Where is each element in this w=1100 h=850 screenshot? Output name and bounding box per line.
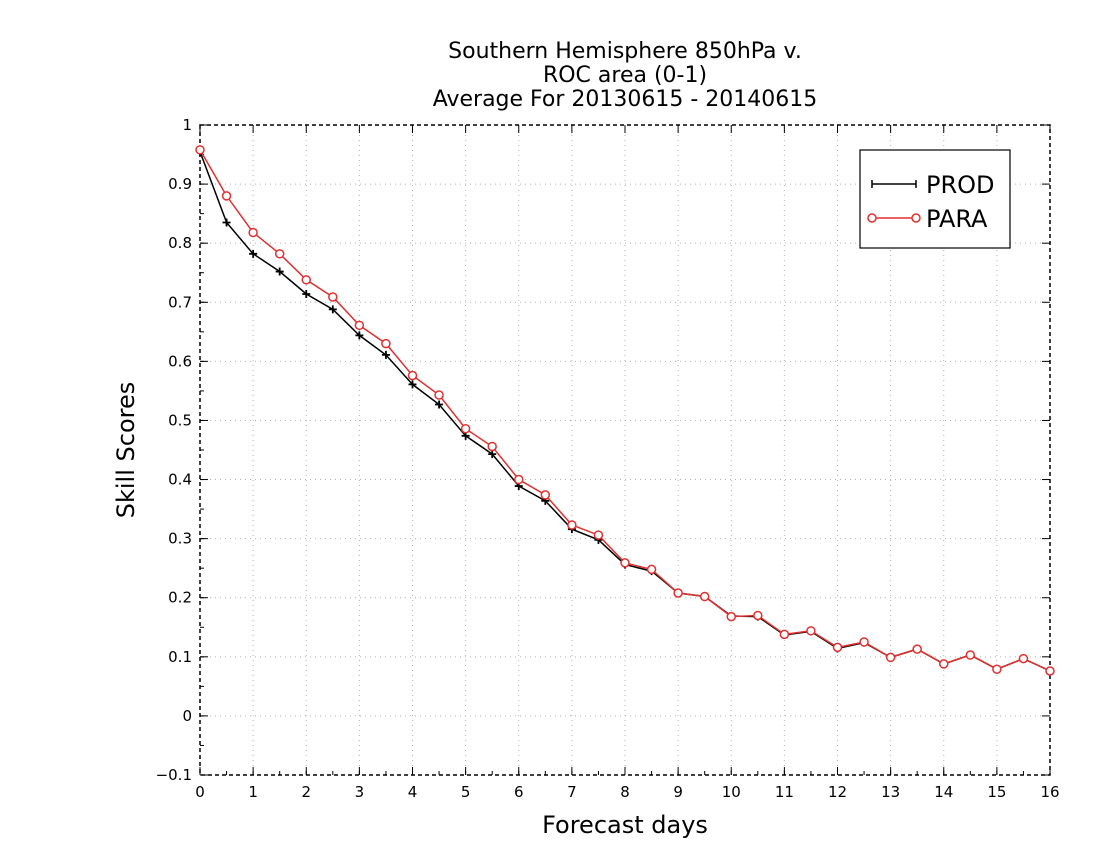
data-point-para bbox=[939, 659, 949, 669]
data-point-prod bbox=[275, 267, 284, 276]
y-tick-label: 0.6 bbox=[168, 352, 192, 370]
data-point-para bbox=[593, 530, 604, 540]
x-tick-label: 9 bbox=[673, 783, 683, 801]
data-point-prod bbox=[222, 218, 231, 227]
x-tick-label: 2 bbox=[301, 783, 311, 801]
data-point-prod bbox=[488, 450, 497, 459]
data-point-para bbox=[992, 664, 1002, 674]
data-point-prod bbox=[381, 350, 390, 359]
data-point-para bbox=[195, 145, 205, 155]
gridlines bbox=[200, 125, 1050, 775]
data-point-para bbox=[885, 652, 896, 663]
plot-frame bbox=[199, 124, 1051, 776]
data-point-para bbox=[779, 629, 790, 640]
data-point-prod bbox=[355, 331, 364, 340]
x-tick-label: 4 bbox=[408, 783, 418, 801]
x-tick-label: 10 bbox=[722, 783, 741, 801]
data-point-para bbox=[381, 338, 391, 349]
y-tick-label: 0.7 bbox=[168, 293, 192, 311]
x-tick-label: 7 bbox=[567, 783, 577, 801]
data-point-para bbox=[328, 292, 338, 302]
data-point-para bbox=[699, 591, 710, 602]
y-tick-label: −0.1 bbox=[156, 766, 192, 784]
data-point-para bbox=[620, 558, 630, 568]
data-point-prod bbox=[328, 305, 337, 314]
legend-box bbox=[859, 149, 1011, 249]
data-point-para bbox=[460, 423, 471, 434]
data-point-para bbox=[487, 441, 497, 452]
legend-marker-para-right bbox=[911, 213, 921, 223]
x-tick-label: 3 bbox=[355, 783, 365, 801]
legend-label-prod: PROD bbox=[926, 171, 995, 199]
data-point-para bbox=[407, 370, 418, 381]
data-point-para bbox=[248, 227, 258, 238]
data-point-prod bbox=[408, 380, 417, 389]
data-point-prod bbox=[249, 249, 258, 258]
legend-marker-para-left bbox=[867, 213, 877, 223]
y-tick-label: 0.8 bbox=[168, 234, 192, 252]
x-tick-label: 0 bbox=[195, 783, 205, 801]
legend-item-para: PARA bbox=[867, 205, 988, 233]
data-point-para bbox=[567, 520, 577, 530]
series-para bbox=[195, 145, 1055, 676]
y-tick-label: 0 bbox=[182, 707, 192, 725]
data-point-para bbox=[540, 490, 551, 500]
legend-label-para: PARA bbox=[926, 205, 988, 233]
data-point-para bbox=[646, 564, 657, 575]
data-point-para bbox=[806, 626, 816, 636]
data-point-para bbox=[753, 610, 763, 621]
x-tick-label: 1 bbox=[248, 783, 258, 801]
chart-title-line-1: Southern Hemisphere 850hPa v. bbox=[448, 39, 802, 64]
x-tick-label: 15 bbox=[987, 783, 1006, 801]
y-axis-title: Skill Scores bbox=[112, 382, 140, 519]
x-tick-label: 5 bbox=[461, 783, 471, 801]
y-tick-label: 1 bbox=[182, 116, 192, 134]
data-point-para bbox=[912, 644, 922, 654]
data-point-para bbox=[434, 390, 444, 400]
y-tick-label: 0.1 bbox=[168, 648, 192, 666]
data-point-prod bbox=[302, 290, 311, 298]
data-point-para bbox=[1018, 653, 1029, 664]
legend-item-prod: PROD bbox=[871, 171, 995, 199]
axis-ticks bbox=[199, 124, 1051, 776]
data-point-para bbox=[726, 611, 736, 622]
data-point-para bbox=[832, 642, 843, 653]
legend: PROD PARA bbox=[859, 149, 1011, 249]
y-tick-label: 0.3 bbox=[168, 530, 192, 548]
chart-title-line-3: Average For 20130615 - 20140615 bbox=[433, 87, 818, 112]
data-point-prod bbox=[435, 400, 444, 409]
y-tick-labels: −0.1 0 0.1 0.2 0.3 0.4 0.5 0.6 0.7 0.8 0.9 1 bbox=[156, 116, 192, 784]
series-group bbox=[195, 145, 1055, 676]
y-tick-label: 0.9 bbox=[168, 175, 192, 193]
data-point-para bbox=[221, 191, 232, 201]
x-tick-label: 13 bbox=[881, 783, 900, 801]
x-axis-title: Forecast days bbox=[542, 811, 708, 839]
x-tick-label: 6 bbox=[514, 783, 524, 801]
x-tick-labels: 0 1 2 3 4 5 6 7 8 9 10 11 12 13 14 15 16 bbox=[195, 783, 1059, 801]
data-point-para bbox=[301, 275, 311, 285]
x-tick-label: 14 bbox=[934, 783, 953, 801]
data-point-para bbox=[274, 249, 285, 259]
y-tick-label: 0.2 bbox=[168, 589, 192, 607]
x-tick-label: 12 bbox=[828, 783, 847, 801]
data-point-para bbox=[673, 588, 683, 598]
x-tick-label: 11 bbox=[775, 783, 794, 801]
data-point-para bbox=[965, 650, 976, 660]
chart-title: Southern Hemisphere 850hPa v. ROC area (… bbox=[433, 39, 818, 112]
data-point-para bbox=[354, 320, 365, 331]
data-point-para bbox=[859, 637, 869, 647]
y-tick-label: 0.4 bbox=[168, 471, 192, 489]
chart-title-line-2: ROC area (0-1) bbox=[543, 63, 707, 88]
x-tick-label: 8 bbox=[620, 783, 630, 801]
x-tick-label: 16 bbox=[1040, 783, 1059, 801]
data-point-para bbox=[1045, 666, 1055, 676]
data-point-para bbox=[514, 474, 524, 485]
y-tick-label: 0.5 bbox=[168, 411, 192, 429]
